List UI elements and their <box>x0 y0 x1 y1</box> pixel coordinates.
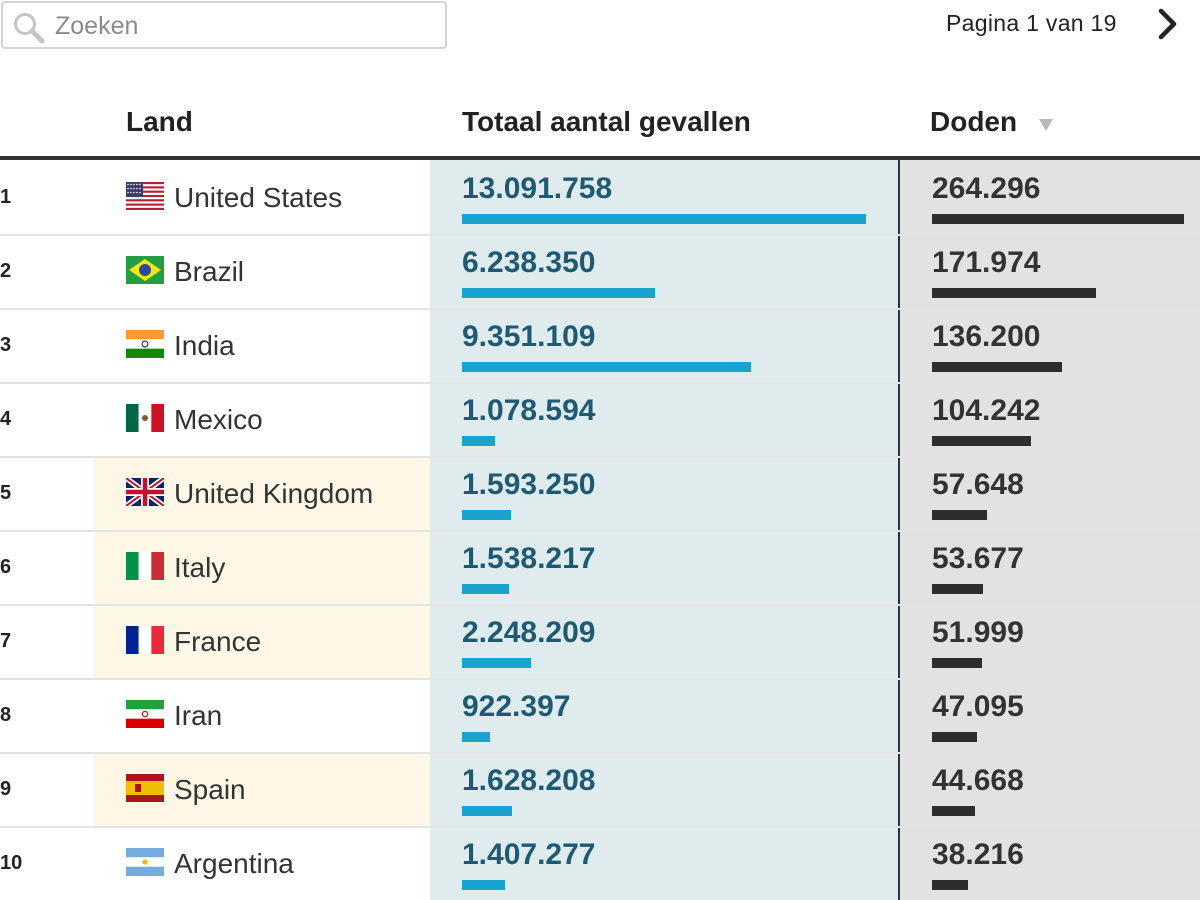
rank-number: 5 <box>0 482 12 504</box>
deaths-bar <box>932 880 968 890</box>
country-name: Mexico <box>174 404 263 435</box>
cases-bar <box>462 658 531 668</box>
deaths-bar <box>932 362 1062 372</box>
table-row-7[interactable]: 7 France 2.248.209 51.999 <box>0 606 1200 680</box>
rank-number: 4 <box>0 408 12 430</box>
total-cases-value: 6.238.350 <box>462 246 596 279</box>
deaths-value: 264.296 <box>932 172 1041 205</box>
total-cases-value: 1.593.250 <box>462 468 596 501</box>
cases-bar <box>462 806 512 816</box>
rank-number: 6 <box>0 556 12 578</box>
total-cases-value: 1.078.594 <box>462 394 596 427</box>
us-flag-icon <box>126 182 164 210</box>
sort-descending-icon[interactable] <box>1038 118 1054 132</box>
table-row-8[interactable]: 8 Iran 922.397 47.095 <box>0 680 1200 754</box>
deaths-value: 38.216 <box>932 838 1024 871</box>
deaths-value: 104.242 <box>932 394 1041 427</box>
ir-flag-icon <box>126 700 164 728</box>
deaths-bar <box>932 732 977 742</box>
deaths-value: 171.974 <box>932 246 1041 279</box>
cases-bar <box>462 362 751 372</box>
column-header-cases[interactable]: Totaal aantal gevallen <box>462 106 751 137</box>
table-row-2[interactable]: 2 Brazil 6.238.350 171.974 <box>0 236 1200 310</box>
deaths-value: 51.999 <box>932 616 1024 649</box>
deaths-bar <box>932 214 1184 224</box>
column-header-deaths[interactable]: Doden <box>930 106 1018 137</box>
rank-number: 3 <box>0 334 12 356</box>
country-name: Italy <box>174 552 226 583</box>
rank-number: 10 <box>0 852 23 874</box>
table-header: Land Totaal aantal gevallen Doden <box>0 96 1200 160</box>
table-row-6[interactable]: 6 Italy 1.538.217 53.677 <box>0 532 1200 606</box>
deaths-value: 47.095 <box>932 690 1024 723</box>
br-flag-icon <box>126 256 164 284</box>
country-name: Spain <box>174 774 246 805</box>
next-page-button[interactable] <box>1152 4 1184 44</box>
total-cases-value: 1.538.217 <box>462 542 596 575</box>
rank-number: 8 <box>0 704 12 726</box>
chevron-right-icon <box>1158 8 1177 40</box>
search-input[interactable] <box>55 9 435 43</box>
country-name: Brazil <box>174 256 245 287</box>
total-cases-value: 922.397 <box>462 690 571 723</box>
es-flag-icon <box>126 774 164 802</box>
rank-number: 7 <box>0 630 12 652</box>
mx-flag-icon <box>126 404 164 432</box>
total-cases-value: 9.351.109 <box>462 320 596 353</box>
deaths-value: 57.648 <box>932 468 1024 501</box>
fr-flag-icon <box>126 626 164 654</box>
cases-bar <box>462 436 495 446</box>
rank-number: 9 <box>0 778 12 800</box>
total-cases-value: 1.407.277 <box>462 838 596 871</box>
page-indicator: Pagina 1 van 19 <box>946 10 1117 36</box>
country-name: France <box>174 626 262 657</box>
deaths-bar <box>932 436 1031 446</box>
deaths-bar <box>932 806 975 816</box>
rank-number: 2 <box>0 260 12 282</box>
deaths-value: 136.200 <box>932 320 1041 353</box>
cases-bar <box>462 880 505 890</box>
cases-bar <box>462 584 509 594</box>
deaths-bar <box>932 510 987 520</box>
deaths-value: 53.677 <box>932 542 1024 575</box>
column-header-land[interactable]: Land <box>126 106 193 137</box>
country-name: United Kingdom <box>174 478 374 509</box>
country-name: Iran <box>174 700 223 731</box>
table-row-4[interactable]: 4 Mexico 1.078.594 104.242 <box>0 384 1200 458</box>
country-name: United States <box>174 182 343 213</box>
table-row-1[interactable]: 1 United States 13.091.758 264.296 <box>0 162 1200 236</box>
cases-bar <box>462 732 490 742</box>
table-row-10[interactable]: 10 Argentina 1.407.277 38.216 <box>0 828 1200 900</box>
ar-flag-icon <box>126 848 164 876</box>
deaths-bar <box>932 658 982 668</box>
deaths-value: 44.668 <box>932 764 1024 797</box>
cases-bar <box>462 288 655 298</box>
table-row-3[interactable]: 3 India 9.351.109 136.200 <box>0 310 1200 384</box>
search-box[interactable] <box>1 1 447 49</box>
deaths-bar <box>932 288 1096 298</box>
gb-flag-icon <box>126 478 164 506</box>
it-flag-icon <box>126 552 164 580</box>
table-body: 1 United States 13.091.758 264.296 2 Bra… <box>0 162 1200 900</box>
table-row-9[interactable]: 9 Spain 1.628.208 44.668 <box>0 754 1200 828</box>
cases-bar <box>462 510 511 520</box>
country-name: India <box>174 330 235 361</box>
deaths-bar <box>932 584 983 594</box>
total-cases-value: 1.628.208 <box>462 764 596 797</box>
total-cases-value: 13.091.758 <box>462 172 613 205</box>
country-name: Argentina <box>174 848 294 879</box>
table-row-5[interactable]: 5 United Kingdom 1.593.250 57.648 <box>0 458 1200 532</box>
total-cases-value: 2.248.209 <box>462 616 596 649</box>
in-flag-icon <box>126 330 164 358</box>
search-icon <box>14 13 45 44</box>
cases-bar <box>462 214 866 224</box>
rank-number: 1 <box>0 186 12 208</box>
